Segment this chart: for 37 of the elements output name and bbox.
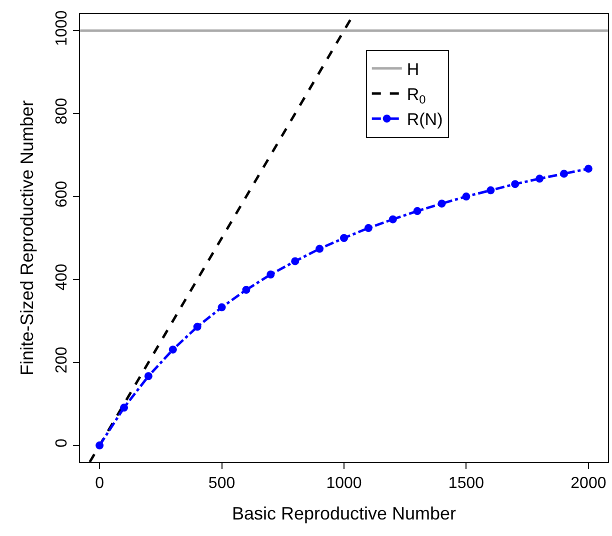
x-tick-label: 0 (95, 475, 104, 492)
point (536, 174, 544, 183)
point (266, 270, 275, 278)
y-tick-label: 400 (54, 264, 71, 290)
y-tick-label: 200 (54, 346, 71, 374)
point (486, 186, 495, 194)
point (340, 234, 348, 242)
point (560, 170, 568, 178)
point (364, 224, 372, 232)
point (388, 215, 397, 224)
legend-label: R$_{0}$ (406, 85, 426, 107)
x-tick-label: 1000 (326, 475, 362, 492)
point (96, 441, 104, 450)
point (316, 244, 324, 253)
point (291, 257, 300, 266)
point (462, 192, 470, 201)
point (438, 200, 446, 208)
y-tick-label: 600 (54, 180, 71, 208)
point (120, 404, 128, 412)
x-tick-label: 2000 (570, 475, 606, 492)
y-tick-label: 0 (54, 438, 71, 448)
point (511, 180, 520, 188)
x-axis-title: Basic Reproductive Number (232, 503, 456, 524)
point (144, 372, 152, 380)
y-axis-title: Finite-Sized Reproductive Number (16, 100, 37, 376)
point (218, 303, 226, 312)
point (413, 207, 422, 216)
x-tick-label: 1500 (448, 475, 484, 492)
legend-label: H (406, 60, 420, 80)
y-tick-label: 800 (54, 98, 71, 125)
legend-label: R(N) (406, 110, 443, 130)
point (242, 286, 250, 294)
point (193, 322, 202, 331)
x-tick-label: 500 (208, 475, 236, 492)
point (584, 164, 592, 173)
y-tick-label: 1000 (54, 10, 71, 46)
point (168, 346, 177, 354)
